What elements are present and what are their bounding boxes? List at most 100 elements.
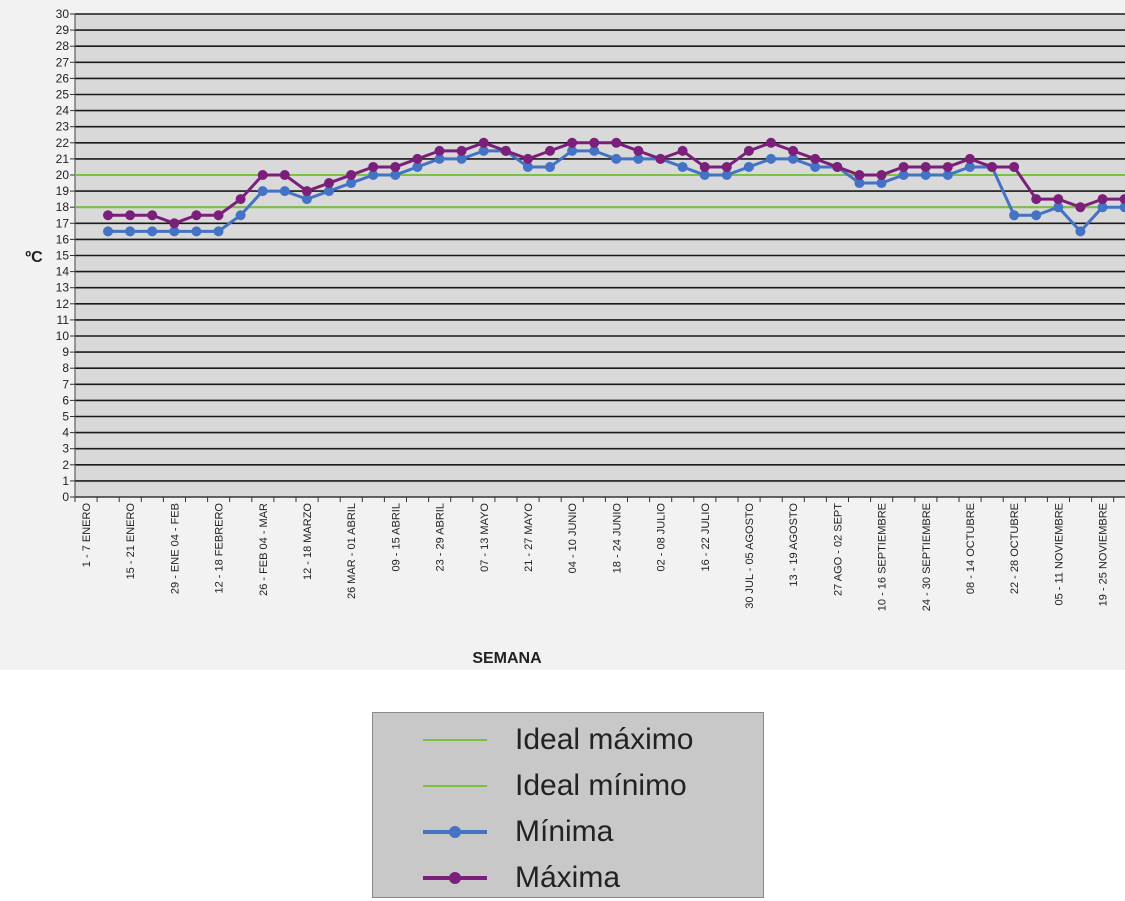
y-tick-label-27: 27 — [56, 55, 70, 69]
maxima-point-39 — [964, 153, 975, 164]
x-tick-label-5: 12 - 18 MARZO — [302, 503, 314, 580]
maxima-point-23 — [611, 137, 622, 148]
maxima-point-30 — [766, 137, 776, 148]
x-tick-label-9: 07 - 13 MAYO — [479, 503, 491, 572]
minima-point-35 — [876, 178, 887, 189]
minima-point-5 — [213, 226, 224, 237]
maxima-point-24 — [633, 145, 644, 156]
minima-point-44 — [1075, 226, 1086, 237]
y-axis-title: ºC — [25, 249, 43, 266]
maxima-point-44 — [1075, 202, 1086, 213]
y-tick-label-19: 19 — [56, 184, 70, 198]
x-tick-label-16: 13 - 19 AGOSTO — [788, 503, 800, 587]
legend: Ideal máximo Ideal mínimo Mínima Máxima — [372, 712, 764, 898]
minima-point-36 — [898, 170, 909, 180]
maxima-point-31 — [788, 145, 799, 156]
x-tick-label-2: 29 - ENE 04 - FEB — [169, 503, 181, 594]
maxima-point-43 — [1053, 194, 1064, 205]
maxima-point-17 — [478, 137, 489, 148]
minima-point-38 — [942, 170, 953, 180]
minima-point-11 — [346, 178, 357, 189]
maxima-point-5 — [213, 210, 224, 221]
minima-point-34 — [854, 178, 865, 189]
y-tick-label-18: 18 — [56, 200, 70, 214]
minima-point-17 — [478, 145, 489, 156]
maxima-point-16 — [456, 145, 467, 156]
y-tick-label-10: 10 — [56, 329, 70, 343]
maxima-point-9 — [301, 186, 312, 197]
maxima-point-12 — [368, 161, 379, 172]
maxima-point-41 — [1009, 161, 1020, 172]
y-tick-label-0: 0 — [62, 490, 69, 504]
maxima-point-42 — [1031, 194, 1042, 205]
y-tick-label-11: 11 — [57, 313, 70, 327]
minima-point-46 — [1119, 202, 1125, 213]
y-tick-label-23: 23 — [56, 120, 70, 134]
maxima-point-32 — [810, 153, 821, 164]
legend-item-ideal-max: Ideal máximo — [373, 717, 765, 763]
maxima-point-36 — [898, 161, 909, 172]
y-tick-label-22: 22 — [56, 136, 70, 150]
minima-point-2 — [147, 226, 158, 237]
y-tick-label-30: 30 — [56, 7, 70, 21]
legend-item-maxima: Máxima — [373, 855, 765, 901]
maxima-point-11 — [346, 170, 357, 180]
maxima-point-1 — [125, 210, 136, 221]
x-tick-label-10: 21 - 27 MAYO — [523, 503, 535, 572]
maxima-point-38 — [942, 161, 953, 172]
legend-label-maxima: Máxima — [515, 861, 621, 894]
minima-point-22 — [589, 145, 600, 156]
x-tick-label-3: 12 - 18 FEBRERO — [214, 503, 226, 594]
legend-swatch-maxima — [423, 872, 487, 884]
x-tick-label-12: 18 - 24 JUNIO — [611, 503, 623, 574]
x-tick-label-14: 16 - 22 JULIO — [700, 503, 712, 572]
maxima-point-22 — [589, 137, 600, 148]
maxima-point-3 — [169, 218, 180, 229]
x-tick-label-13: 02 - 08 JULIO — [656, 503, 668, 572]
maxima-point-19 — [522, 153, 533, 164]
x-tick-label-17: 27 AGO - 02 SEPT — [832, 503, 844, 596]
x-tick-label-18: 10 - 16 SEPTIEMBRE — [877, 503, 889, 611]
minima-point-28 — [721, 170, 732, 180]
minima-point-0 — [103, 226, 113, 237]
maxima-point-40 — [987, 161, 997, 172]
maxima-point-45 — [1097, 194, 1108, 205]
minima-point-37 — [920, 170, 931, 180]
maxima-point-33 — [832, 161, 843, 172]
maxima-point-14 — [412, 153, 423, 164]
x-tick-label-15: 30 JUL - 05 AGOSTO — [744, 503, 756, 609]
minima-point-31 — [788, 153, 799, 164]
x-tick-label-19: 24 - 30 SEPTIEMBRE — [921, 503, 933, 611]
minima-point-42 — [1031, 210, 1042, 221]
x-tick-label-20: 08 - 14 OCTUBRE — [965, 503, 977, 594]
legend-label-ideal-min: Ideal mínimo — [515, 769, 687, 802]
minima-point-9 — [301, 194, 312, 205]
line-chart: 0123456789101112131415161718192021222324… — [25, 7, 1125, 667]
minima-point-8 — [279, 186, 290, 197]
y-tick-label-25: 25 — [56, 88, 70, 102]
maxima-point-7 — [257, 170, 268, 180]
y-tick-label-6: 6 — [62, 393, 69, 407]
y-tick-label-9: 9 — [62, 345, 69, 359]
minima-point-6 — [235, 210, 246, 221]
minima-point-19 — [522, 161, 533, 172]
maxima-point-20 — [545, 145, 555, 156]
minima-point-23 — [611, 153, 622, 164]
maxima-point-29 — [743, 145, 754, 156]
minima-point-26 — [677, 161, 688, 172]
chart-area: 0 1 2 3 4 5 6 7 8 9 10 11 12 13 14 15 16 17 18 19 20 21 22 23 24… — [0, 0, 1125, 670]
y-tick-label-12: 12 — [56, 297, 70, 311]
y-tick-label-8: 8 — [62, 361, 69, 375]
minima-point-16 — [456, 153, 467, 164]
minima-point-10 — [324, 186, 334, 197]
x-tick-label-6: 26 MAR - 01 ABRIL — [346, 503, 358, 599]
maxima-point-37 — [920, 161, 931, 172]
legend-label-ideal-max: Ideal máximo — [515, 723, 694, 756]
x-tick-label-23: 19 - 25 NOVIEMBRE — [1098, 503, 1110, 606]
minima-point-3 — [169, 226, 180, 237]
minima-point-45 — [1097, 202, 1108, 213]
y-tick-label-3: 3 — [62, 442, 69, 456]
y-tick-label-20: 20 — [56, 168, 70, 182]
legend-label-minima: Mínima — [515, 815, 614, 848]
x-tick-label-0: 1 - 7 ENERO — [81, 503, 93, 568]
